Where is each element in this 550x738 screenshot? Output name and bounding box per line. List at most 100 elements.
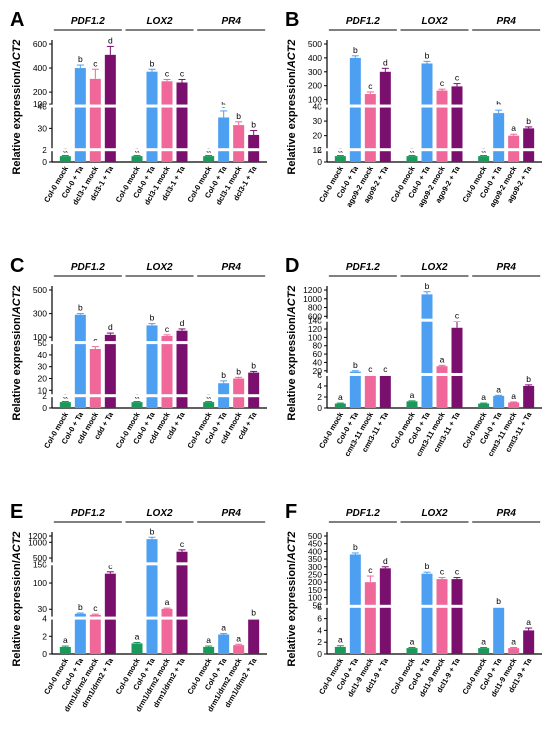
panel-label: C <box>10 255 24 277</box>
bar <box>379 568 391 654</box>
significance-letter: c <box>455 567 460 577</box>
significance-letter: c <box>108 561 113 571</box>
axis-break <box>321 318 542 322</box>
y-tick-label: 400 <box>308 53 322 63</box>
y-axis-title-gene: ACT2 <box>11 285 23 315</box>
significance-letter: a <box>135 631 140 641</box>
y-tick-label: 20 <box>313 131 323 141</box>
panel-f: F Relative expression/ACT2 0 2 46 85010015020… <box>285 501 542 699</box>
y-tick-label: 100 <box>308 332 322 342</box>
significance-letter: a <box>221 623 226 633</box>
y-tick-label: 2 <box>42 631 47 641</box>
significance-letter: c <box>180 68 185 78</box>
significance-letter: a <box>511 391 516 401</box>
gene-label: PR4 <box>496 16 516 27</box>
significance-letter: b <box>150 313 155 323</box>
y-tick-label: 40 <box>38 350 48 360</box>
y-tick-label: 0 <box>42 403 47 413</box>
y-tick-label: 4 <box>317 625 322 635</box>
y-tick-label: 200 <box>33 87 47 97</box>
y-axis-title-prefix: Relative expression/ <box>286 314 298 420</box>
bar <box>349 554 361 654</box>
y-tick-label: 500 <box>308 531 322 541</box>
y-tick-label: 100 <box>33 578 47 588</box>
gene-label: PR4 <box>496 508 516 519</box>
gene-label: LOX2 <box>146 508 173 519</box>
bar <box>349 57 361 162</box>
y-axis-title: Relative expression/ACT2 <box>286 531 298 666</box>
y-axis-title-prefix: Relative expression/ <box>11 68 23 174</box>
y-tick-label: 2 <box>317 145 322 155</box>
y-tick-label: 300 <box>308 562 322 572</box>
bar <box>451 327 463 408</box>
significance-letter: a <box>481 392 486 402</box>
y-tick-label: 350 <box>308 554 322 564</box>
significance-letter: c <box>93 336 98 346</box>
significance-letter: b <box>150 58 155 68</box>
bar <box>131 156 143 162</box>
bar <box>478 648 490 654</box>
bar <box>74 314 86 408</box>
gene-label: LOX2 <box>421 16 448 27</box>
significance-letter: b <box>353 45 358 55</box>
gene-label: PR4 <box>221 508 241 519</box>
y-axis-title-gene: ACT2 <box>11 531 23 561</box>
bar <box>131 643 143 654</box>
y-tick-label: 0 <box>42 649 47 659</box>
significance-letter: b <box>251 120 256 130</box>
bar <box>131 402 143 408</box>
significance-letter: b <box>526 374 531 384</box>
gene-label: LOX2 <box>421 508 448 519</box>
bar <box>233 378 245 408</box>
significance-letter: c <box>180 539 185 549</box>
axis-break <box>321 104 542 108</box>
y-tick-label: 500 <box>308 39 322 49</box>
y-tick-label: 0 <box>42 157 47 167</box>
significance-letter: b <box>425 50 430 60</box>
bar <box>104 573 116 654</box>
axis-break <box>46 394 267 398</box>
y-axis-title-prefix: Relative expression/ <box>11 314 23 420</box>
gene-label: PR4 <box>221 262 241 273</box>
significance-letter: b <box>221 370 226 380</box>
y-axis-title-gene: ACT2 <box>286 39 298 69</box>
bar <box>436 90 448 162</box>
bar <box>59 156 71 162</box>
significance-letter: c <box>93 603 98 613</box>
y-tick-label: 600 <box>33 39 47 49</box>
y-tick-label: 2 <box>317 392 322 402</box>
y-tick-label: 60 <box>313 349 323 359</box>
bar <box>218 634 230 654</box>
y-axis-title: Relative expression/ACT2 <box>11 39 23 174</box>
significance-letter: c <box>165 68 170 78</box>
y-axis-title: Relative expression/ACT2 <box>286 285 298 420</box>
significance-letter: d <box>180 318 185 328</box>
gene-label: PR4 <box>221 16 241 27</box>
significance-letter: c <box>165 324 170 334</box>
significance-letter: b <box>353 542 358 552</box>
bar <box>203 402 215 408</box>
gene-label: LOX2 <box>146 16 173 27</box>
y-tick-label: 0 <box>317 403 322 413</box>
significance-letter: a <box>165 597 170 607</box>
y-axis-title: Relative expression/ACT2 <box>11 285 23 420</box>
bar <box>523 630 535 654</box>
significance-letter: a <box>63 635 68 645</box>
bar <box>59 402 71 408</box>
y-tick-label: 20 <box>313 366 323 376</box>
y-tick-label: 6 <box>317 614 322 624</box>
significance-letter: a <box>206 635 211 645</box>
bar <box>406 156 418 162</box>
y-tick-label: 400 <box>308 546 322 556</box>
significance-letter: d <box>108 35 113 45</box>
gene-label: PDF1.2 <box>71 508 105 519</box>
y-tick-label: 600 <box>308 311 322 321</box>
significance-letter: b <box>78 54 83 64</box>
y-tick-label: 200 <box>308 577 322 587</box>
bar <box>523 128 535 162</box>
significance-letter: b <box>236 111 241 121</box>
y-tick-label: 200 <box>308 81 322 91</box>
bar <box>176 330 188 408</box>
